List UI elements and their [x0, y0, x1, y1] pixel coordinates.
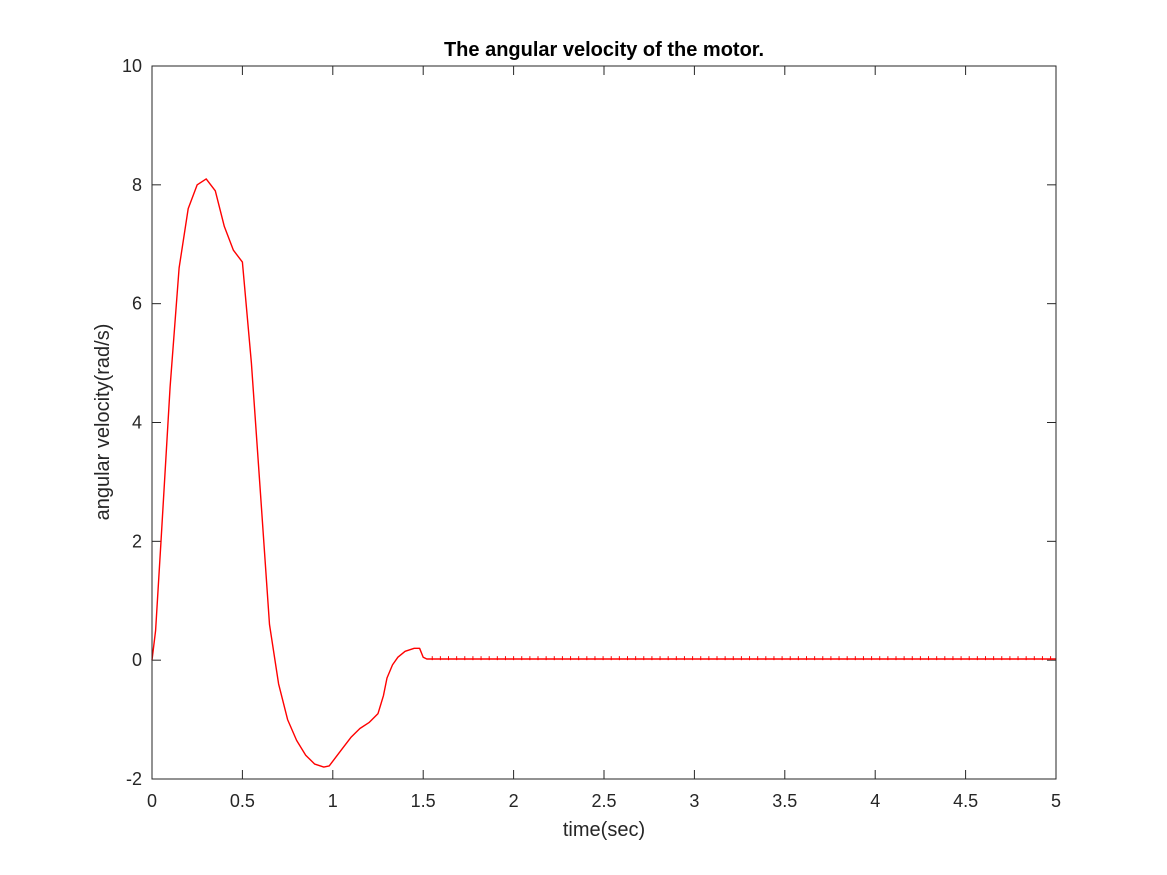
- y-tick-label: 4: [132, 413, 142, 433]
- chart-title: The angular velocity of the motor.: [444, 39, 764, 61]
- x-tick-label: 5: [1051, 791, 1061, 811]
- x-tick-label: 0: [147, 791, 157, 811]
- axes-background: [152, 66, 1056, 779]
- x-tick-label: 3.5: [772, 791, 797, 811]
- x-tick-label: 1.5: [411, 791, 436, 811]
- x-tick-label: 3: [689, 791, 699, 811]
- axes-box: [151, 65, 1057, 780]
- x-tick-label: 4: [870, 791, 880, 811]
- y-tick-label: -2: [126, 769, 142, 789]
- x-tick-label: 0.5: [230, 791, 255, 811]
- y-tick-label: 2: [132, 531, 142, 551]
- series-line: [151, 178, 1056, 768]
- y-tick-label: 0: [132, 650, 142, 670]
- y-tick-label: 8: [132, 175, 142, 195]
- x-tick-label: 4.5: [953, 791, 978, 811]
- x-tick-label: 2: [509, 791, 519, 811]
- y-tick-label: 10: [122, 56, 142, 76]
- y-tick-label: 6: [132, 294, 142, 314]
- x-tick-label: 1: [328, 791, 338, 811]
- x-axis-label: time(sec): [563, 819, 645, 841]
- ripple-marks: [431, 656, 1052, 661]
- y-axis-label: angular velocity(rad/s): [92, 324, 114, 521]
- x-tick-label: 2.5: [591, 791, 616, 811]
